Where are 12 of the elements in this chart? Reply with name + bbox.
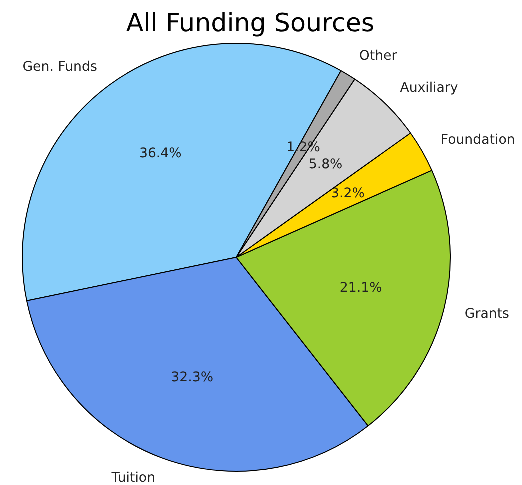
data-label: 32.3% — [171, 370, 214, 386]
data-label: 36.4% — [139, 146, 182, 162]
slice-label: Grants — [464, 306, 510, 322]
slice-label: Other — [359, 49, 398, 64]
slice-label: Tuition — [110, 471, 156, 485]
slice-label: Auxiliary — [400, 80, 458, 96]
data-label: 21.1% — [340, 281, 382, 296]
slice-label: Foundation — [440, 133, 516, 148]
data-label: 3.2% — [331, 186, 365, 202]
chart-title: All Funding Sources — [126, 8, 375, 38]
slice-label: Gen. Funds — [22, 60, 98, 76]
data-label: 5.8% — [308, 158, 343, 173]
